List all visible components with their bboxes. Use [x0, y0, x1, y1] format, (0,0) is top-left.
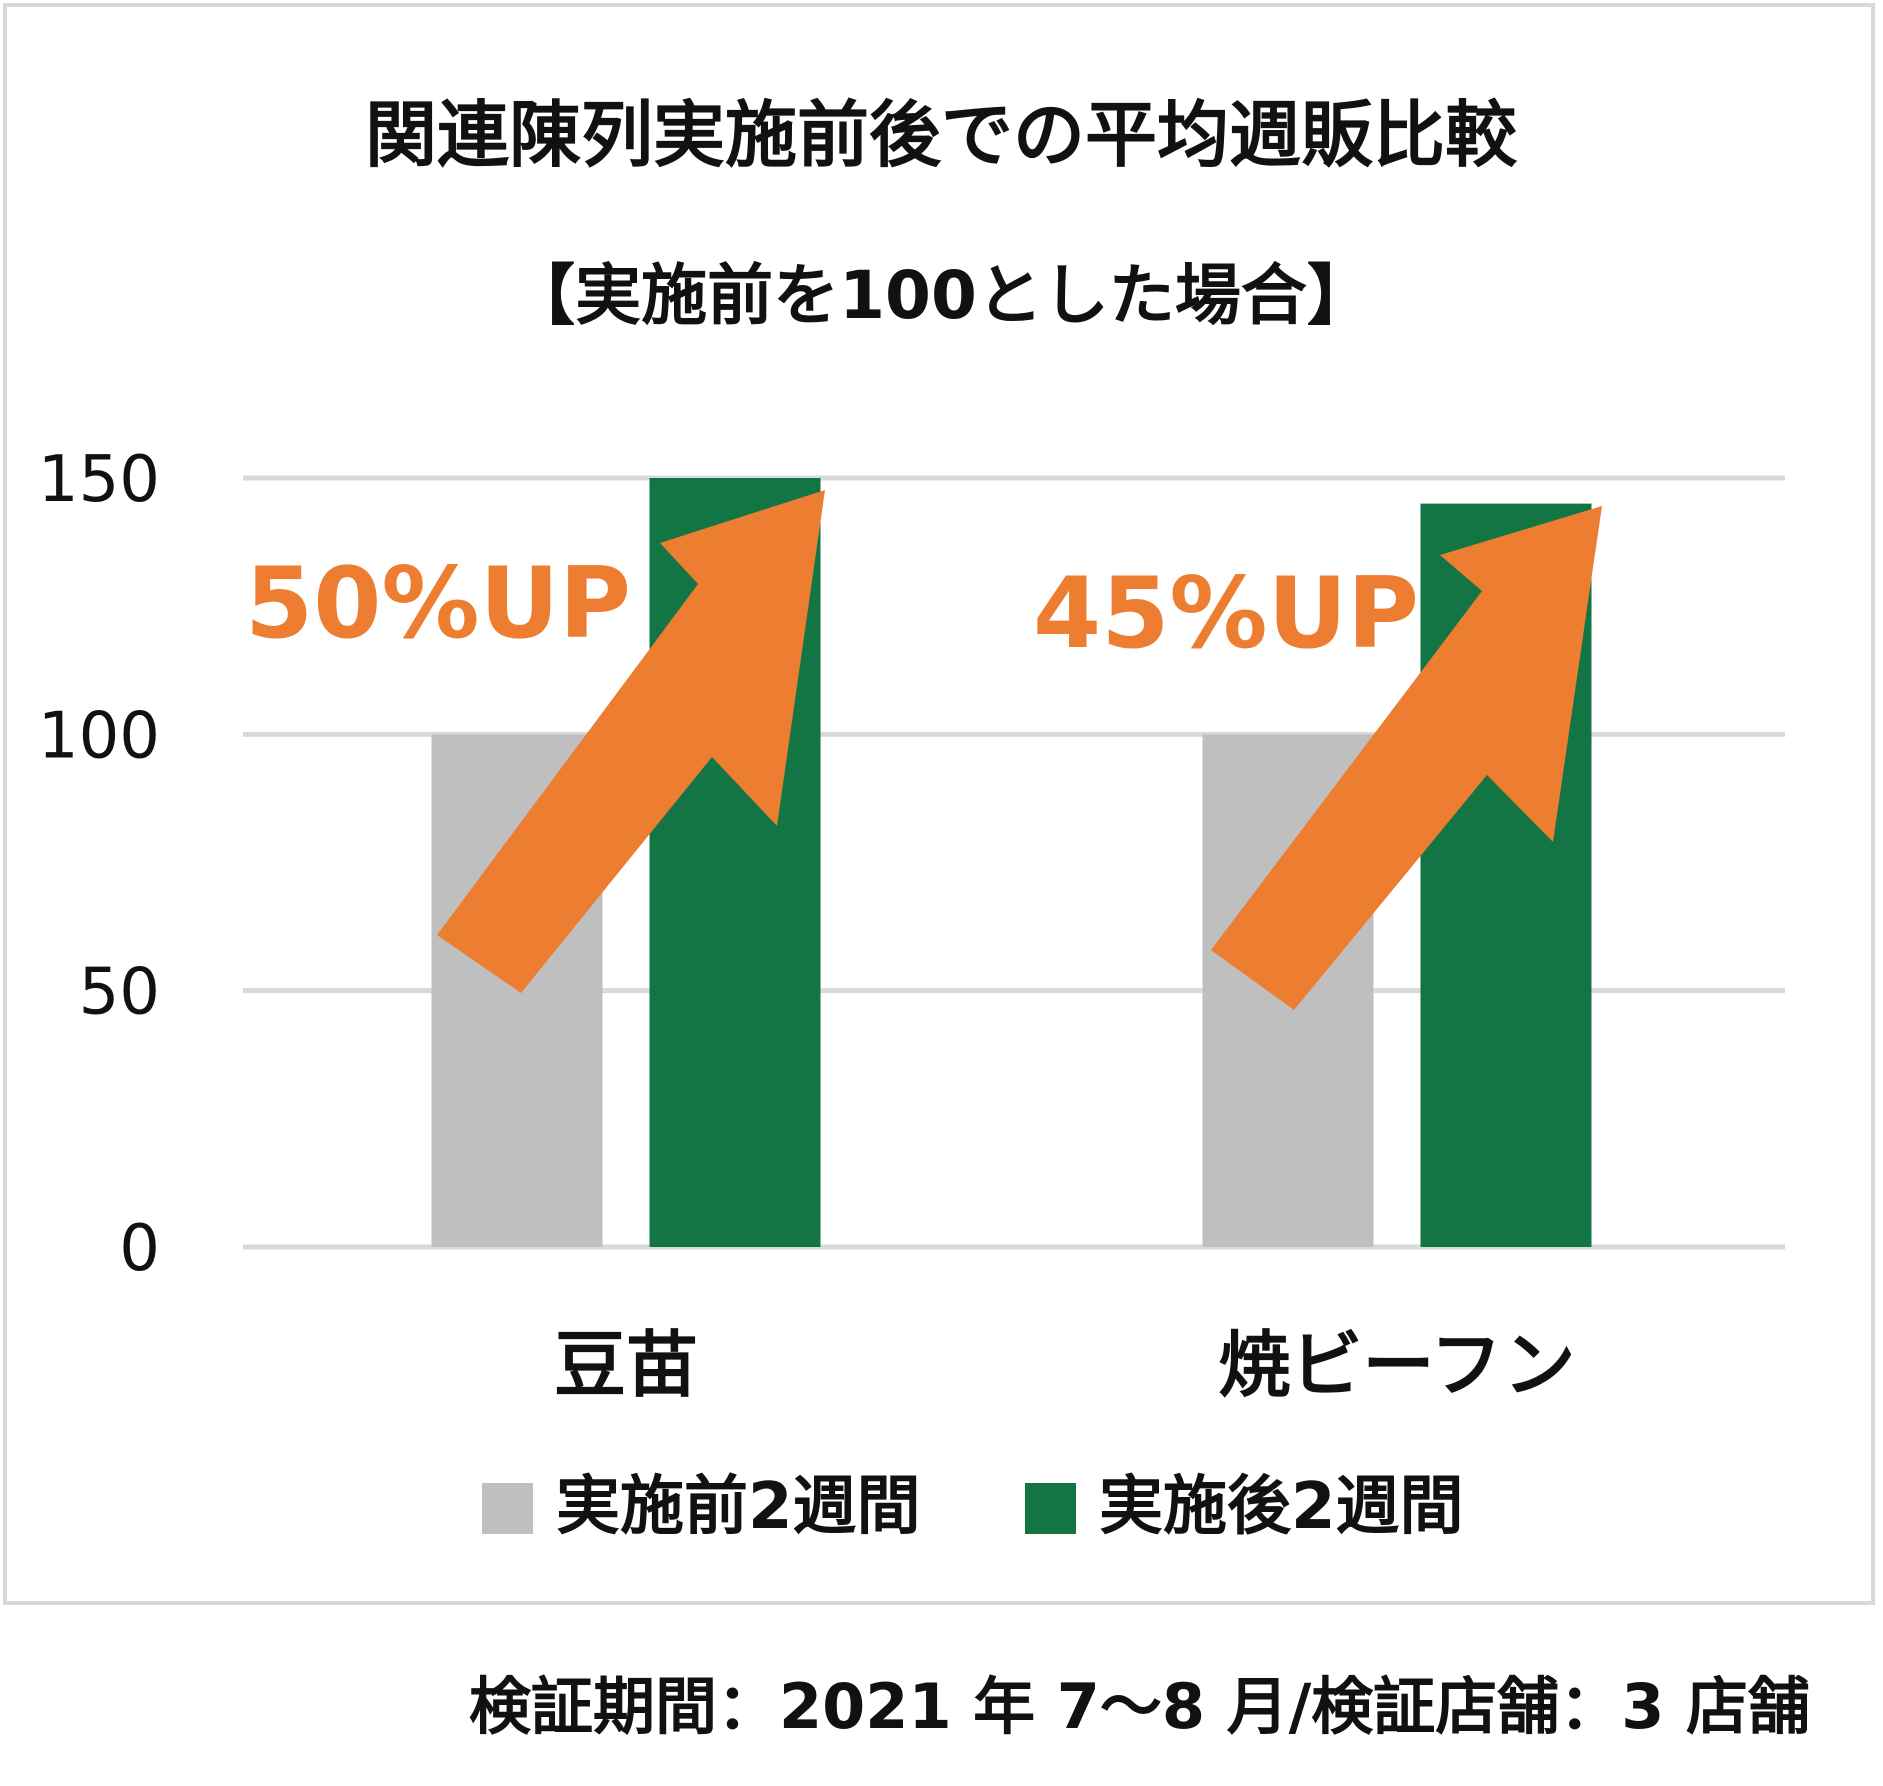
x-category-label: 焼ビーフン — [1218, 1323, 1575, 1407]
legend-swatch — [482, 1483, 533, 1534]
x-axis-categories: 豆苗 焼ビーフン — [554, 1323, 1576, 1407]
y-tick-label: 50 — [79, 956, 160, 1030]
y-axis-ticks: 0 50 100 150 — [38, 443, 160, 1286]
arrows — [437, 490, 1602, 1010]
chart-title: 関連陳列実施前後での平均週販比較 — [365, 93, 1518, 177]
chart-border — [3, 3, 1875, 1605]
legend-swatch — [1025, 1483, 1076, 1534]
up-arrow-2 — [1211, 506, 1602, 1010]
up-arrow-1 — [437, 490, 825, 993]
legend: 実施前2週間 実施後2週間 — [482, 1470, 1464, 1544]
y-tick-label: 150 — [38, 443, 160, 517]
legend-label: 実施前2週間 — [556, 1470, 921, 1544]
y-tick-label: 100 — [38, 699, 160, 773]
footnote: 検証期間：2021 年 7～8 月/検証店舗：3 店舗 — [469, 1670, 1810, 1743]
legend-label: 実施後2週間 — [1099, 1470, 1464, 1544]
annotation-label: 45%UP — [1033, 557, 1419, 671]
y-tick-label: 0 — [119, 1212, 160, 1286]
chart-subtitle: 【実施前を100とした場合】 — [509, 257, 1373, 334]
annotation-label: 50%UP — [245, 547, 631, 661]
annotations: 50%UP 45%UP — [245, 547, 1419, 671]
x-category-label: 豆苗 — [554, 1323, 698, 1407]
